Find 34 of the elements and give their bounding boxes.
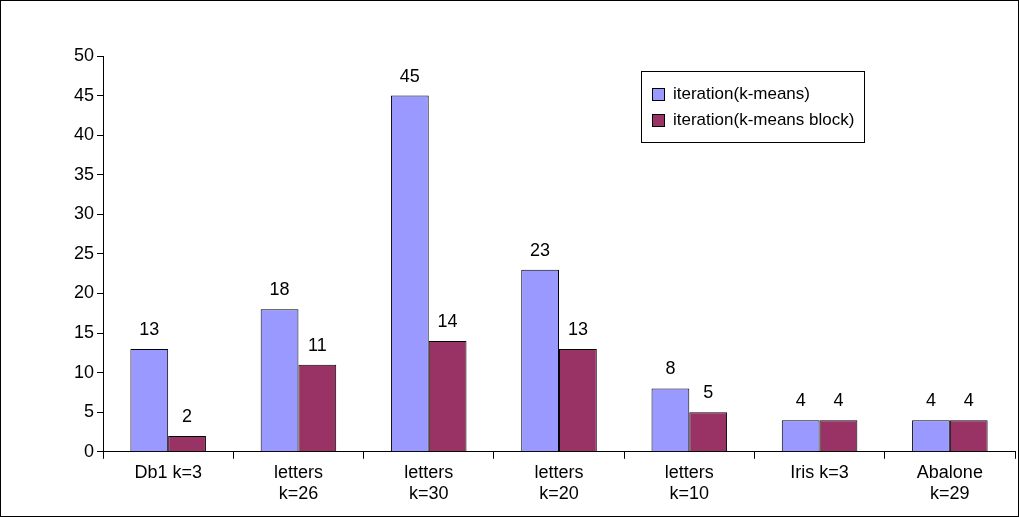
y-tick-label: 30: [73, 203, 95, 224]
data-label: 45: [399, 65, 420, 86]
data-label: 14: [437, 310, 458, 331]
x-tick-label: letters k=30: [404, 461, 454, 504]
y-tick-label: 45: [73, 84, 95, 105]
x-tick-label: letters k=10: [664, 461, 714, 504]
data-label: 23: [530, 239, 551, 260]
data-label: 13: [139, 318, 160, 339]
data-label: 4: [795, 390, 806, 411]
y-tick-label: 50: [73, 44, 95, 65]
y-tick-label: 35: [73, 163, 95, 184]
legend-label: iteration(k-means block): [673, 110, 855, 130]
data-label: 8: [665, 358, 676, 379]
data-label: 4: [963, 390, 974, 411]
y-tick-label: 15: [73, 322, 95, 343]
data-label: 11: [307, 334, 327, 355]
data-label: 18: [269, 279, 290, 300]
data-label: 4: [925, 390, 936, 411]
data-label: 4: [833, 390, 844, 411]
y-tick-label: 10: [73, 361, 95, 382]
x-tick-label: Abalone k=29: [916, 461, 983, 504]
legend-label: iteration(k-means): [673, 84, 810, 104]
x-tick-label: Db1 k=3: [134, 461, 202, 482]
y-tick-label: 5: [84, 401, 95, 422]
data-label: 5: [703, 382, 714, 403]
x-tick-label: Iris k=3: [790, 461, 849, 482]
x-tick-label: letters k=20: [534, 461, 584, 504]
x-tick-label: letters k=26: [273, 461, 323, 504]
y-tick-label: 40: [73, 124, 95, 145]
y-tick-label: 20: [73, 282, 95, 303]
data-label: 2: [182, 405, 193, 426]
y-tick-label: 25: [73, 242, 95, 263]
y-tick-label: 0: [84, 440, 95, 461]
data-label: 13: [567, 318, 588, 339]
